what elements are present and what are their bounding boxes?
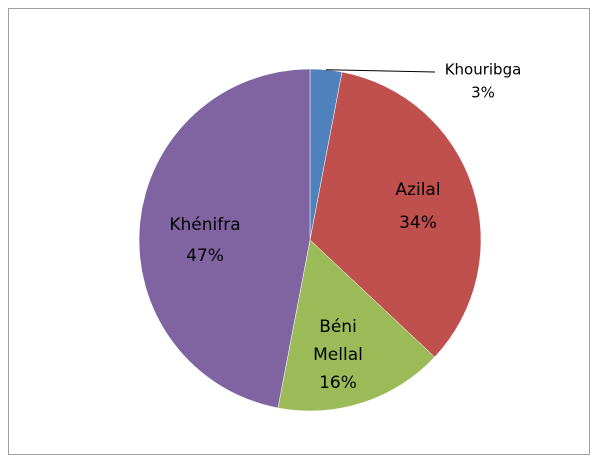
slice-label: Khouribga [445, 61, 522, 79]
slice-value-label: 47% [186, 246, 224, 266]
pie-slice [138, 68, 311, 409]
slice-label: Azilal [395, 180, 440, 200]
slice-value-label: 16% [319, 373, 357, 393]
pie-slice [277, 239, 436, 412]
slice-label: Khénifra [169, 215, 240, 235]
slice-value-label: 3% [471, 84, 495, 102]
slice-label: Béni Mellal [313, 317, 363, 365]
slice-value-label: 34% [399, 213, 437, 233]
pie-slice [309, 71, 482, 358]
leader-line [326, 69, 436, 73]
